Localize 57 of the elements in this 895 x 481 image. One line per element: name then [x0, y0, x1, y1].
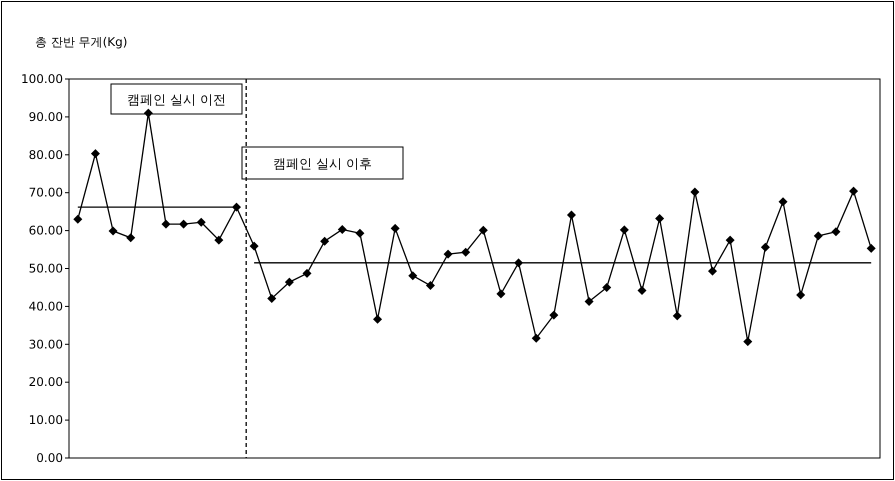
y-tick-label: 80.00 [28, 148, 63, 162]
point [73, 214, 82, 224]
point [196, 218, 206, 227]
point [743, 337, 752, 346]
point [760, 242, 770, 252]
point [778, 197, 788, 206]
point [726, 236, 735, 245]
y-tick-label: 70.00 [28, 186, 63, 200]
point [355, 228, 364, 238]
point [637, 286, 646, 295]
y-tick-label: 20.00 [28, 375, 63, 390]
point [444, 250, 453, 259]
point [566, 210, 576, 220]
point [620, 225, 629, 234]
point [532, 334, 541, 343]
point [373, 314, 382, 324]
point [284, 278, 294, 287]
point [478, 226, 488, 235]
point [426, 281, 435, 290]
point [320, 236, 330, 246]
point [126, 233, 136, 242]
point [179, 220, 188, 229]
y-tick-label: 10.00 [28, 413, 63, 428]
point [655, 214, 664, 223]
point [796, 290, 806, 300]
point [108, 226, 118, 236]
point [672, 311, 682, 320]
y-tick-label: 40.00 [28, 299, 63, 314]
point [584, 296, 594, 306]
point [302, 268, 312, 278]
y-tick-label: 30.00 [28, 337, 63, 352]
point [390, 224, 400, 233]
point [814, 231, 823, 240]
annotation: 캠페인 실시 이전 [126, 93, 226, 108]
point [549, 310, 558, 320]
point [831, 227, 840, 236]
point [496, 289, 506, 298]
point [602, 282, 612, 292]
point [849, 186, 858, 196]
point [250, 242, 259, 251]
y-tick-label: 90.00 [28, 110, 63, 124]
point [161, 220, 170, 229]
point [214, 236, 224, 245]
point [708, 266, 718, 276]
point [267, 294, 276, 303]
point [690, 187, 700, 196]
annotation: 캠페인 실시 이후 [272, 157, 372, 172]
y-tick-label: 100.00 [21, 72, 63, 86]
point [866, 244, 876, 253]
y-tick-label: 60.00 [28, 224, 63, 238]
point [90, 149, 100, 158]
y-axis-title: 총 잔반 무게(Kg) [35, 35, 128, 49]
y-tick-label: 0.00 [36, 451, 63, 465]
y-tick-label: 50.00 [28, 262, 63, 276]
point [338, 224, 347, 234]
point [461, 248, 470, 257]
point [408, 271, 418, 280]
